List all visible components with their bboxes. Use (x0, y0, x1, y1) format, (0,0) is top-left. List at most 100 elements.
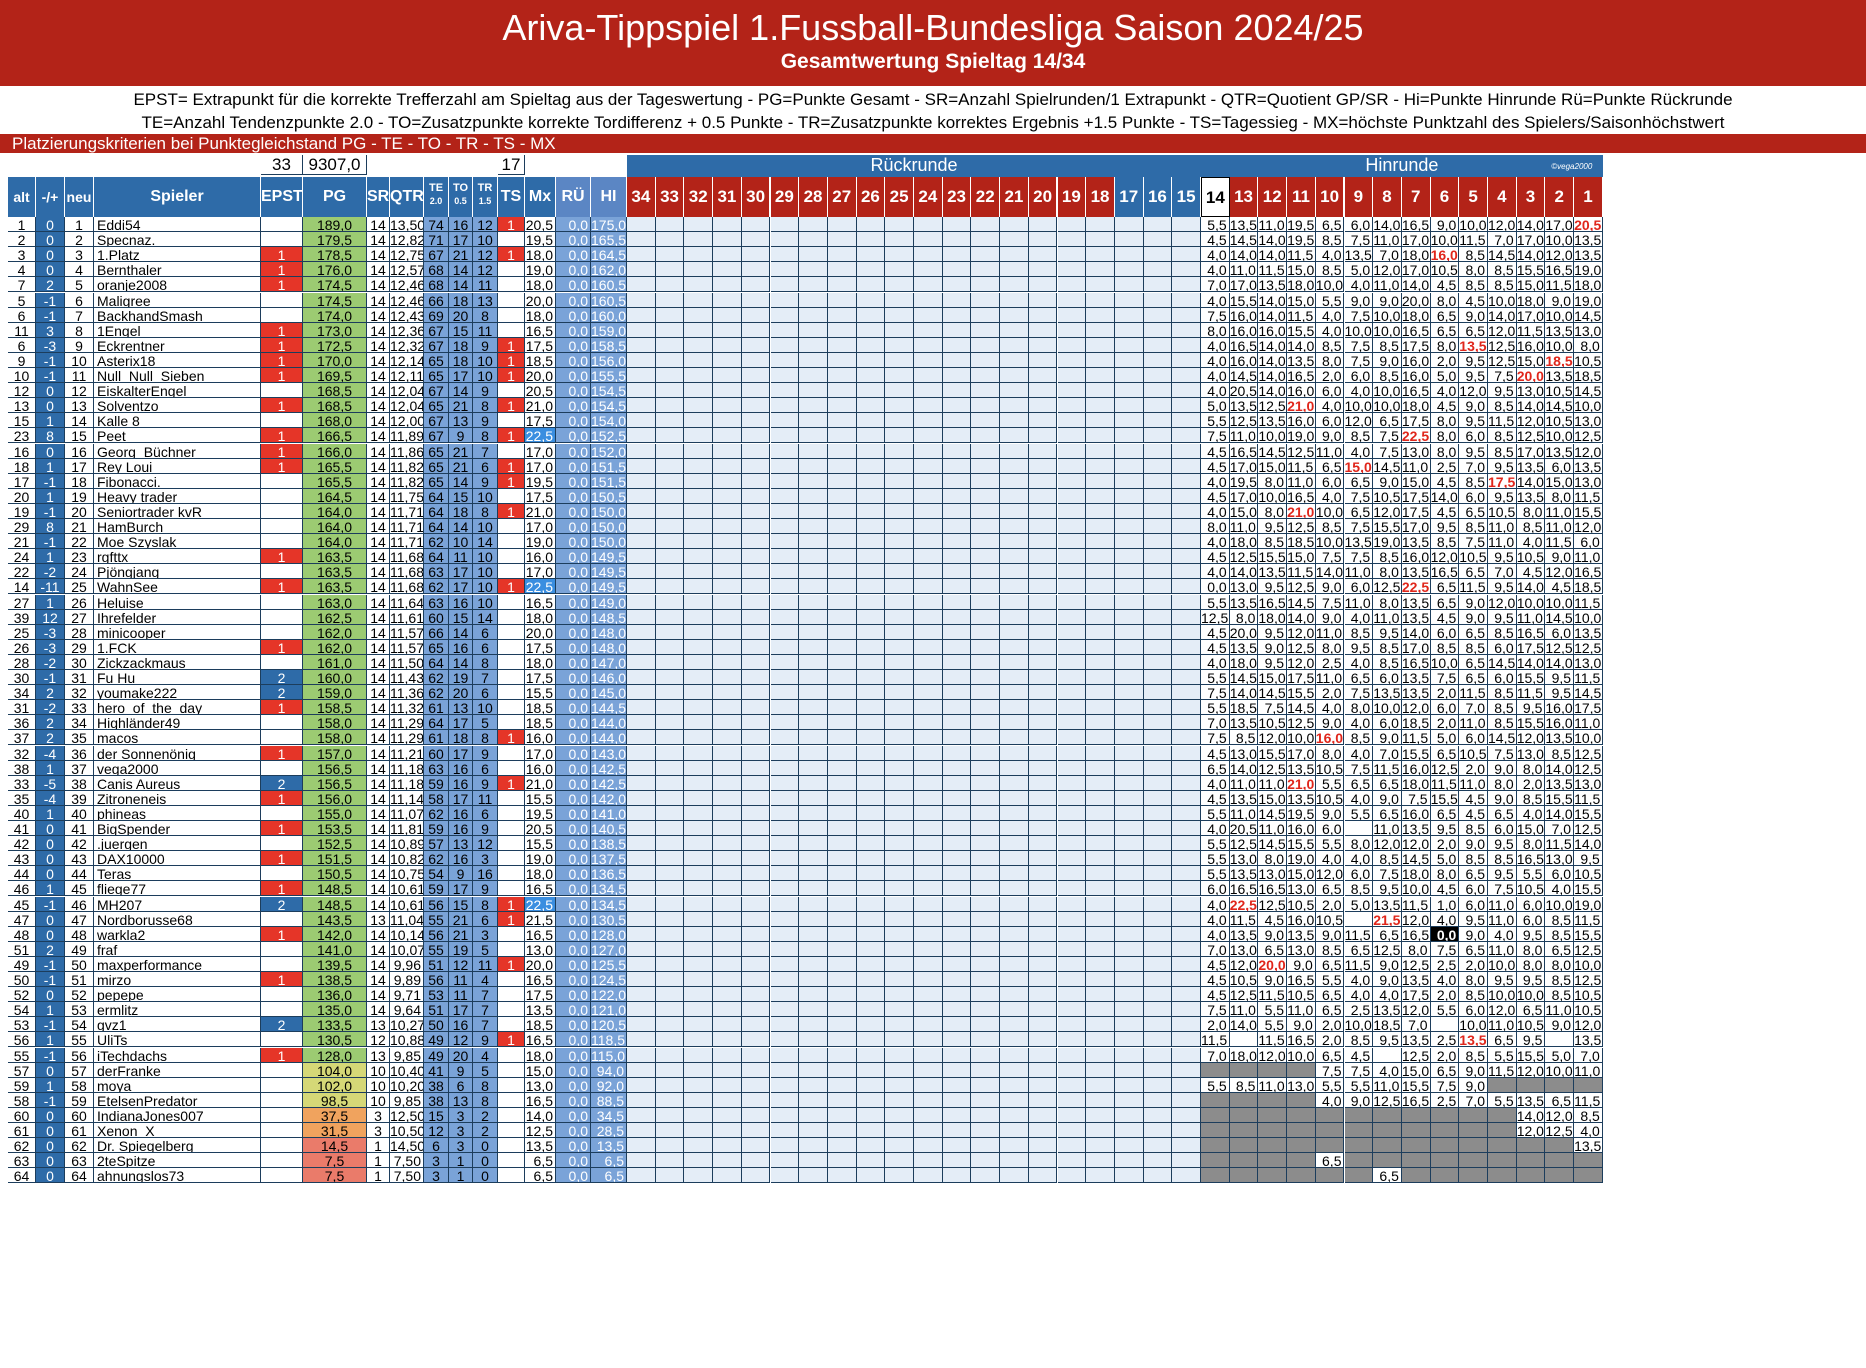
row-mx: 17,0 (525, 745, 556, 761)
row-player: Peet (94, 428, 261, 444)
day-score: 7,5 (1344, 549, 1374, 565)
row-epst: 1 (261, 352, 303, 368)
day-score: 8,5 (1315, 519, 1345, 535)
row-hi: 149,5 (591, 579, 627, 595)
day-cell-empty (971, 519, 1001, 535)
row-pg: 151,5 (303, 851, 367, 867)
day-score: 13,0 (1545, 851, 1575, 867)
row-hi: 137,5 (591, 851, 627, 867)
row-sr: 14 (367, 715, 390, 731)
row-to: 3 (449, 1138, 473, 1154)
row-neu: 59 (65, 1092, 94, 1108)
day-score: 15,0 (1401, 1062, 1431, 1078)
day-cell-empty (770, 790, 800, 806)
row-tr: 8 (473, 503, 498, 519)
row-alt: 25 (8, 624, 36, 640)
day-cell-empty (1000, 352, 1029, 368)
day-cell-empty (655, 715, 685, 731)
row-te: 65 (424, 398, 449, 414)
row-tr: 9 (473, 337, 498, 353)
day-cell-empty (741, 685, 771, 701)
pg-total: 9307,0 (303, 155, 367, 175)
day-cell-empty (1000, 217, 1029, 233)
day-cell-empty (1114, 428, 1144, 444)
row-neu: 18 (65, 473, 94, 489)
day-score: 10,0 (1373, 700, 1402, 716)
row-to: 21 (449, 458, 473, 474)
day-cell-empty (1057, 1062, 1087, 1078)
day-score: 11,5 (1488, 413, 1517, 429)
day-cell-empty (1028, 639, 1058, 655)
row-pg: 174,0 (303, 307, 367, 323)
day-cell-empty (741, 1047, 771, 1063)
day-cell-empty (770, 337, 800, 353)
day-cell-missing (1287, 1153, 1316, 1169)
day-cell-empty (1172, 519, 1201, 535)
day-cell-empty (684, 1017, 714, 1033)
day-score: 16,0 (1401, 368, 1431, 384)
row-qtr: 7,50 (390, 1153, 424, 1169)
day-cell-missing (1287, 1092, 1316, 1108)
day-cell-empty (1172, 745, 1201, 761)
day-cell-empty (1086, 383, 1115, 399)
day-cell-empty (655, 503, 685, 519)
day-cell-empty (770, 1002, 800, 1018)
header-pg: PG (303, 177, 367, 217)
row-player: DAX10000 (94, 851, 261, 867)
day-cell-empty (627, 322, 656, 338)
header-to-label: TO (452, 182, 469, 194)
row-te: 64 (424, 503, 449, 519)
day-cell-missing (1287, 1123, 1316, 1139)
row-sr: 14 (367, 805, 390, 821)
day-cell-empty (942, 790, 972, 806)
day-score: 16,0 (1430, 247, 1460, 263)
day-cell-empty (914, 730, 943, 746)
row-neu: 54 (65, 1017, 94, 1033)
day-score: 8,0 (1430, 443, 1460, 459)
row-ru: 0,0 (556, 654, 591, 670)
day-cell-empty (770, 836, 800, 852)
day-cell-empty (971, 428, 1001, 444)
day-score: 10,0 (1488, 956, 1517, 972)
row-alt: 19 (8, 503, 36, 519)
row-player: Asterix18 (94, 352, 261, 368)
day-cell-missing (1287, 1107, 1316, 1123)
day-cell-empty (684, 1168, 714, 1184)
day-cell-empty (684, 488, 714, 504)
day-cell-empty (1114, 307, 1144, 323)
day-cell-empty (684, 609, 714, 625)
day-score: 8,5 (1459, 473, 1488, 489)
day-cell-empty (799, 594, 828, 610)
day-cell-missing (1459, 1107, 1488, 1123)
day-cell-empty (914, 700, 943, 716)
row-mx: 16,0 (525, 730, 556, 746)
row-neu: 31 (65, 670, 94, 686)
day-cell-empty (684, 247, 714, 263)
day-cell-empty (1057, 987, 1087, 1003)
day-score: 6,0 (1315, 413, 1345, 429)
day-cell-empty (770, 926, 800, 942)
day-cell-empty (885, 1047, 914, 1063)
row-player: 1.Platz (94, 247, 261, 263)
day-cell-empty (885, 337, 914, 353)
day-cell-empty (741, 383, 771, 399)
row-player: derFranke (94, 1062, 261, 1078)
day-score: 16,0 (1287, 911, 1316, 927)
row-to: 3 (449, 1123, 473, 1139)
day-cell-empty (856, 836, 886, 852)
row-ts (498, 262, 525, 278)
day-cell-empty (1057, 398, 1087, 414)
day-cell-empty (684, 579, 714, 595)
day-score: 8,5 (1459, 247, 1488, 263)
row-te: 64 (424, 715, 449, 731)
row-change: -1 (36, 292, 65, 308)
day-cell-empty (627, 836, 656, 852)
day-cell-empty (1057, 715, 1087, 731)
day-score: 10,0 (1574, 609, 1603, 625)
day-score: 18,5 (1229, 700, 1259, 716)
day-cell-empty (914, 368, 943, 384)
row-player: 1.FCK (94, 639, 261, 655)
day-cell-empty (827, 654, 857, 670)
day-score: 6,0 (1545, 458, 1575, 474)
day-cell-empty (827, 715, 857, 731)
